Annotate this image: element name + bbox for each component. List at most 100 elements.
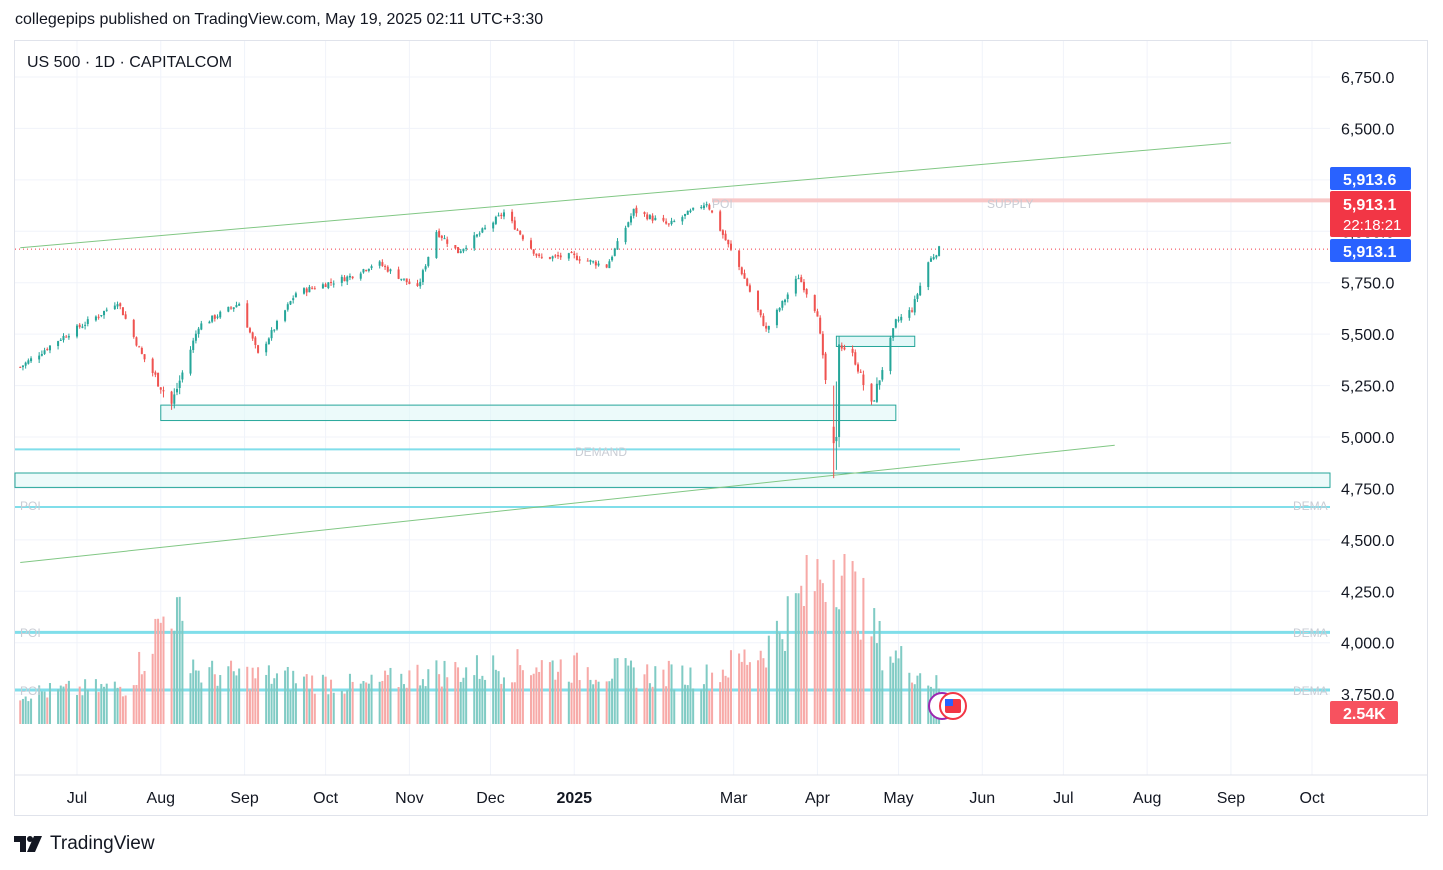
volume-bar (889, 656, 892, 724)
candle-body (692, 207, 695, 210)
candle-body (916, 294, 919, 299)
volume-bar (492, 655, 495, 724)
volume-bar (605, 681, 608, 724)
candle-body (313, 288, 316, 290)
candle-body (821, 333, 824, 356)
candle-body (273, 329, 276, 331)
candle-body (200, 323, 203, 330)
candle-body (700, 207, 703, 209)
time-axis-label: 2025 (556, 790, 592, 807)
volume-bar (632, 667, 635, 724)
price-axis-label: 4,250.0 (1341, 584, 1394, 601)
candle-body (402, 278, 406, 280)
candle-body (681, 217, 684, 222)
volume-bar (767, 635, 770, 724)
candle-body (405, 278, 408, 283)
volume-bar (665, 686, 668, 724)
volume-bar (397, 687, 400, 724)
candle-body (162, 390, 165, 392)
volume-bar (62, 686, 65, 724)
volume-bar (589, 679, 592, 724)
candle-body (778, 307, 781, 311)
volume-bar (181, 620, 184, 724)
volume-bar (786, 596, 789, 724)
ask-price-label: 5,913.6 (1343, 172, 1396, 189)
symbol-title[interactable]: US 500 · 1D · CAPITALCOM (27, 54, 233, 71)
candle-body (535, 253, 538, 256)
candle-body (151, 358, 154, 373)
volume-bar (513, 682, 516, 724)
volume-bar (389, 667, 392, 724)
candle-body (59, 339, 62, 341)
candle-body (81, 326, 84, 328)
volume-bar (856, 630, 860, 724)
candle-body (746, 278, 749, 286)
volume-bar (538, 671, 541, 724)
volume-bar (21, 698, 24, 724)
time-axis-label: Oct (1300, 790, 1325, 807)
candle-body (551, 256, 554, 259)
candle-body (684, 213, 687, 217)
volume-bar (740, 661, 743, 724)
last-price-label: 5,913.1 (1343, 197, 1396, 214)
candle-body (159, 387, 162, 390)
candle-body (359, 273, 362, 279)
candle-body (330, 281, 333, 283)
candle-body (62, 335, 65, 341)
candle-body (97, 316, 100, 318)
volume-bar (654, 666, 657, 724)
candle-body (908, 310, 911, 318)
volume-bar (778, 632, 781, 724)
volume-bar (873, 608, 876, 724)
volume-bar (400, 673, 403, 724)
candle-body (519, 230, 522, 235)
candle-body (119, 303, 122, 307)
volume-bar (892, 662, 895, 724)
candle-body (267, 338, 270, 345)
candle-body (386, 266, 389, 272)
candle-body (775, 309, 778, 326)
price-axis-label: 3,750.0 (1341, 687, 1394, 704)
volume-bar (438, 674, 441, 724)
candle-body (408, 281, 411, 284)
volume-bar (916, 675, 919, 724)
candle-body (578, 259, 581, 261)
candle-body (521, 235, 524, 240)
volume-bar (748, 662, 751, 724)
volume-bar (500, 683, 503, 724)
candle-body (719, 211, 722, 231)
candle-body (421, 270, 424, 283)
candle-body (673, 221, 676, 223)
volume-bar (124, 695, 127, 724)
volume-bar (824, 601, 827, 724)
candle-body (43, 350, 46, 354)
candle-body (157, 372, 160, 387)
candle-body (305, 288, 308, 293)
volume-bar (794, 593, 797, 724)
candle-body (438, 230, 441, 237)
zone-box (14, 472, 1331, 488)
volume-label: 2.54K (1343, 706, 1386, 723)
candle-body (459, 251, 462, 253)
candle-body (384, 266, 387, 268)
candle-body (213, 315, 216, 319)
candle-body (629, 216, 633, 223)
price-axis-label: 6,500.0 (1341, 121, 1394, 138)
candle-body (575, 255, 578, 261)
volume-bar (286, 666, 289, 724)
volume-bar (284, 670, 287, 724)
volume-bar (343, 693, 346, 724)
candle-body (286, 304, 289, 310)
candle-body (230, 307, 233, 309)
volume-bar (684, 684, 687, 724)
tradingview-logo[interactable]: TradingView (14, 833, 155, 855)
time-axis-label: Jul (67, 790, 87, 807)
volume-bar (351, 681, 354, 724)
volume-bar (554, 679, 557, 724)
candle-body (389, 269, 392, 272)
candle-body (702, 205, 705, 209)
time-axis-label: May (883, 790, 913, 807)
price-axis-label: 5,250.0 (1341, 379, 1394, 396)
candle-body (367, 268, 370, 271)
